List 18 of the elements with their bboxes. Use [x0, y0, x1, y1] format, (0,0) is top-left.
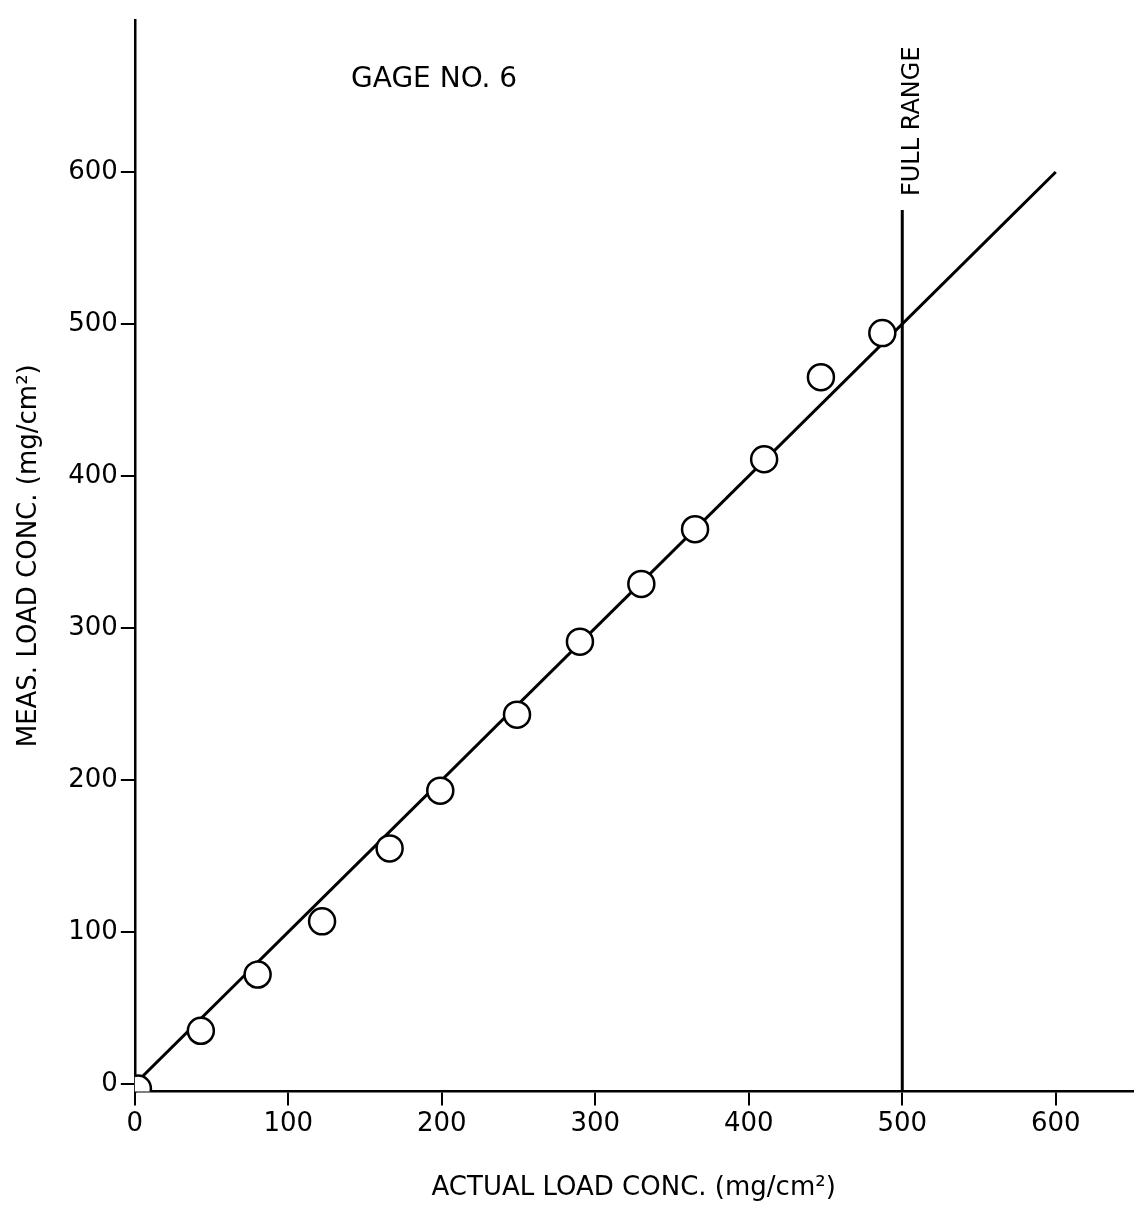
x-tick-label: 0 — [126, 1106, 144, 1137]
y-tick-label: 0 — [101, 1066, 118, 1097]
x-tick-label: 400 — [723, 1106, 774, 1137]
y-tick-label: 200 — [68, 762, 118, 793]
y-axis-title: MEAS. LOAD CONC. (mg/cm²) — [12, 364, 43, 748]
y-tick-label: 100 — [68, 914, 118, 945]
y-tick-label: 300 — [68, 610, 118, 641]
y-tick-label: 500 — [68, 306, 118, 337]
x-tick-label: 600 — [1030, 1106, 1081, 1137]
y-tick-label: 600 — [68, 154, 118, 185]
y-tick-label: 400 — [68, 458, 118, 489]
ref-line-label: FULL RANGE — [896, 46, 925, 196]
x-tick-label: 100 — [263, 1106, 314, 1137]
text: GAGE NO. 6 — [351, 61, 518, 95]
x-tick-label: 300 — [570, 1106, 621, 1137]
x-tick-label: 500 — [877, 1106, 928, 1137]
x-tick-label: 200 — [416, 1106, 467, 1137]
x-axis-title: ACTUAL LOAD CONC. (mg/cm²) — [431, 1171, 836, 1202]
